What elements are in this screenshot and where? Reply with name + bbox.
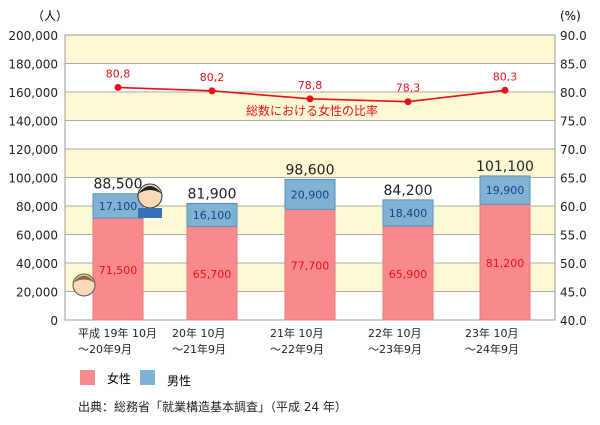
y-right-tick-label: 65.0 (560, 172, 587, 186)
legend-swatch-female (80, 370, 95, 385)
bar-total-label: 81,900 (188, 186, 237, 202)
y-tick-label: 100,000 (8, 172, 58, 186)
y-right-tick-label: 85.0 (560, 58, 587, 72)
x-tick-label: ～24年9月 (465, 342, 519, 356)
x-tick-label: 22年 10月 (368, 326, 422, 340)
line-point (501, 86, 509, 94)
y-tick-label: 40,000 (16, 257, 58, 271)
bar-label-male: 19,900 (486, 184, 525, 197)
man-shirt-icon (138, 208, 162, 218)
y-right-tick-label: 70.0 (560, 143, 587, 157)
y-tick-label: 160,000 (8, 86, 58, 100)
man-hair-icon (138, 186, 162, 194)
y-tick-label: 140,000 (8, 115, 58, 129)
line-point (306, 95, 314, 103)
y-right-tick-label: 75.0 (560, 115, 587, 129)
x-tick-label: ～21年9月 (172, 342, 226, 356)
bar-male (382, 199, 434, 227)
y-axis-label: （人） (32, 9, 68, 23)
bar-label-female: 77,700 (291, 260, 330, 273)
y-tick-label: 60,000 (16, 229, 58, 243)
y-tick-label: 120,000 (8, 143, 58, 157)
x-tick-label: ～22年9月 (270, 342, 324, 356)
line-point-label: 78,8 (298, 79, 323, 92)
bar-total-label: 101,100 (476, 159, 534, 175)
bar-total-label: 88,500 (94, 177, 143, 193)
x-tick-label: ～20年9月 (78, 342, 132, 356)
y-right-tick-label: 90.0 (560, 29, 587, 43)
bar-label-female: 71,500 (99, 264, 138, 277)
bar-female (92, 217, 144, 321)
bar-male (186, 202, 238, 227)
band (65, 149, 555, 178)
bar-label-female: 65,700 (193, 268, 232, 281)
bar-total-label: 84,200 (384, 183, 433, 199)
bar-label-male: 17,100 (99, 200, 138, 213)
y-right-tick-label: 45.0 (560, 286, 587, 300)
y-right-tick-label: 55.0 (560, 229, 587, 243)
legend-swatch-male (140, 370, 155, 385)
line-point (208, 87, 216, 95)
bar-label-male: 20,900 (291, 188, 330, 201)
line-point-label: 80,2 (200, 71, 225, 84)
woman-hair-icon (73, 275, 95, 283)
legend-label-male: 男性 (167, 374, 191, 388)
x-tick-label: 23年 10月 (465, 326, 519, 340)
source-note: 出典：総務省「就業構造基本調査」（平成 24 年） (78, 400, 347, 414)
y-tick-label: 180,000 (8, 58, 58, 72)
bar-male (92, 193, 144, 219)
line-series-label: 総数における女性の比率 (246, 103, 378, 118)
line-point-label: 80,8 (106, 67, 131, 80)
bar-total-label: 98,600 (286, 162, 335, 178)
bar-label-female: 65,900 (389, 268, 428, 281)
x-tick-label: 平成 19年 10月 (78, 326, 157, 340)
band (65, 35, 555, 64)
y-right-axis-label: (%) (560, 9, 581, 23)
line-point (114, 83, 122, 91)
line-point-label: 78,3 (396, 82, 421, 95)
bar-label-female: 81,200 (486, 257, 525, 270)
x-tick-label: 20年 10月 (172, 326, 226, 340)
y-right-tick-label: 80.0 (560, 86, 587, 100)
y-tick-label: 200,000 (8, 29, 58, 43)
bar-female (284, 208, 336, 321)
bar-label-male: 18,400 (389, 207, 428, 220)
y-tick-label: 0 (50, 314, 58, 328)
bar-female (382, 225, 434, 321)
y-tick-label: 80,000 (16, 200, 58, 214)
y-right-tick-label: 40.0 (560, 314, 587, 328)
bar-female (186, 225, 238, 321)
legend-label-female: 女性 (107, 371, 131, 386)
y-tick-label: 20,000 (16, 286, 58, 300)
bar-male (284, 178, 336, 210)
line-point (404, 98, 412, 106)
bar-male (479, 175, 531, 205)
bar-female (479, 203, 531, 321)
y-right-tick-label: 50.0 (560, 257, 587, 271)
bar-label-male: 16,100 (193, 209, 232, 222)
x-tick-label: 21年 10月 (270, 326, 324, 340)
y-right-tick-label: 60.0 (560, 200, 587, 214)
line-point-label: 80,3 (493, 70, 518, 83)
x-tick-label: ～23年9月 (368, 342, 422, 356)
